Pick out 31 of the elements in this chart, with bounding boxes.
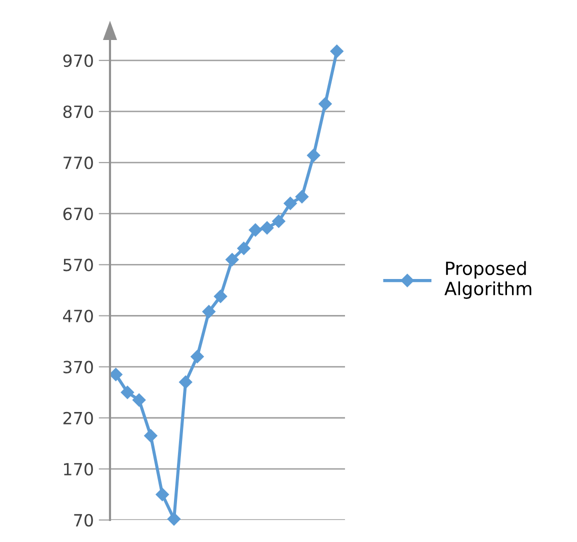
point xyxy=(237,242,250,255)
y-tick-label: 870 xyxy=(63,105,93,118)
point xyxy=(132,393,146,407)
y-tick-label: 270 xyxy=(63,412,93,424)
point xyxy=(330,44,344,58)
point xyxy=(156,488,169,502)
point xyxy=(295,190,309,204)
legend-label: Proposed Algorithm xyxy=(444,261,532,299)
point xyxy=(179,376,192,389)
y-tick-label: 370 xyxy=(63,360,93,374)
y-tick-label: 770 xyxy=(64,156,93,170)
point xyxy=(190,350,204,364)
point xyxy=(248,223,262,237)
point xyxy=(284,196,297,210)
y-tick-label: 670 xyxy=(63,208,93,220)
point xyxy=(109,368,122,382)
point xyxy=(272,214,286,228)
point xyxy=(318,97,332,110)
point xyxy=(226,252,239,266)
point xyxy=(202,305,216,318)
y-tick-label: 70 xyxy=(74,514,93,527)
point xyxy=(260,221,274,235)
y-tick-label: 170 xyxy=(64,462,93,476)
point xyxy=(214,290,228,303)
y-tick-label: 570 xyxy=(64,258,93,272)
point xyxy=(167,512,181,526)
y-tick-label: 970 xyxy=(63,54,93,67)
point xyxy=(120,386,134,399)
point xyxy=(144,429,158,442)
y-tick-label: 470 xyxy=(63,310,93,322)
point xyxy=(307,148,320,162)
